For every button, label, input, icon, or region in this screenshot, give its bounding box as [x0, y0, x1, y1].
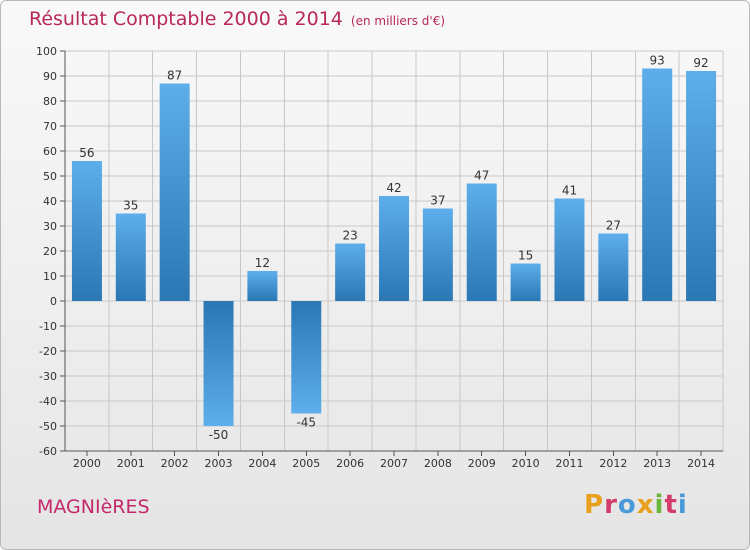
- proxiti-letter: i: [654, 490, 665, 520]
- y-tick-label: -50: [39, 420, 57, 433]
- x-tick-label: 2011: [555, 457, 583, 470]
- y-tick-label: -20: [39, 345, 57, 358]
- x-tick-label: 2006: [336, 457, 364, 470]
- x-tick-label: 2007: [380, 457, 408, 470]
- y-tick-label: 50: [43, 170, 57, 183]
- y-tick-label: 90: [43, 70, 57, 83]
- proxiti-letter: i: [677, 490, 688, 520]
- y-tick-label: -10: [39, 320, 57, 333]
- bar-value-label: 12: [255, 256, 270, 270]
- x-tick-label: 2010: [512, 457, 540, 470]
- x-tick-label: 2012: [599, 457, 627, 470]
- y-tick-label: 10: [43, 270, 57, 283]
- proxiti-logo: Proxiti: [584, 490, 688, 520]
- y-tick-label: -40: [39, 395, 57, 408]
- bar-value-label: 35: [123, 199, 138, 213]
- y-tick-label: -30: [39, 370, 57, 383]
- bar: [422, 208, 453, 301]
- y-tick-label: 0: [50, 295, 57, 308]
- bar: [642, 68, 673, 301]
- bar: [510, 263, 541, 301]
- proxiti-letter: r: [604, 490, 618, 520]
- y-tick-label: 70: [43, 120, 57, 133]
- bar-value-label: 41: [562, 184, 577, 198]
- x-tick-label: 2014: [687, 457, 715, 470]
- chart-title-text: Résultat Comptable 2000 à 2014: [29, 8, 343, 30]
- bar: [686, 71, 717, 301]
- bar: [466, 183, 497, 301]
- bar: [115, 213, 146, 301]
- bar-value-label: 15: [518, 249, 533, 263]
- y-tick-label: 60: [43, 145, 57, 158]
- x-tick-label: 2000: [73, 457, 101, 470]
- x-tick-label: 2002: [161, 457, 189, 470]
- bar-value-label: 27: [606, 219, 621, 233]
- axes: [60, 50, 723, 456]
- x-tick-label: 2008: [424, 457, 452, 470]
- chart-title: Résultat Comptable 2000 à 2014 (en millie…: [29, 8, 445, 30]
- x-tick-label: 2013: [643, 457, 671, 470]
- bar: [159, 83, 190, 301]
- bars: [71, 68, 717, 426]
- bar-value-label: -50: [209, 428, 229, 442]
- y-tick-label: -60: [39, 445, 57, 458]
- proxiti-letter: x: [636, 490, 655, 520]
- bar-value-label: 47: [474, 169, 489, 183]
- y-tick-label: 100: [36, 45, 57, 58]
- y-tick-label: 20: [43, 245, 57, 258]
- bar: [291, 301, 322, 414]
- x-tick-label: 2005: [292, 457, 320, 470]
- x-tick-label: 2001: [117, 457, 145, 470]
- bar: [203, 301, 234, 426]
- x-tick-label: 2009: [468, 457, 496, 470]
- bar-value-label: 93: [650, 54, 665, 68]
- bar: [598, 233, 629, 301]
- labels: 1009080706050403020100-10-20-30-40-50-60…: [36, 45, 715, 470]
- bar-value-label: -45: [296, 416, 316, 430]
- bar: [335, 243, 366, 301]
- bar: [379, 196, 409, 301]
- bar: [71, 161, 102, 301]
- proxiti-letter: P: [584, 490, 605, 520]
- x-tick-label: 2004: [248, 457, 276, 470]
- proxiti-letter: o: [617, 490, 637, 520]
- bar: [554, 198, 585, 301]
- proxiti-letter: t: [664, 490, 678, 520]
- bar-value-label: 23: [342, 229, 357, 243]
- chart-subtitle: (en milliers d'€): [350, 14, 446, 28]
- y-tick-label: 40: [43, 195, 57, 208]
- town-name: MAGNIèRES: [37, 496, 150, 518]
- bar-value-label: 87: [167, 69, 182, 83]
- bar-value-label: 56: [79, 146, 94, 160]
- bar: [247, 271, 278, 301]
- bar-value-label: 92: [693, 56, 708, 70]
- bar-value-label: 37: [430, 194, 445, 208]
- x-tick-label: 2003: [205, 457, 233, 470]
- bar-value-label: 42: [386, 181, 401, 195]
- y-tick-label: 80: [43, 95, 57, 108]
- y-tick-label: 30: [43, 220, 57, 233]
